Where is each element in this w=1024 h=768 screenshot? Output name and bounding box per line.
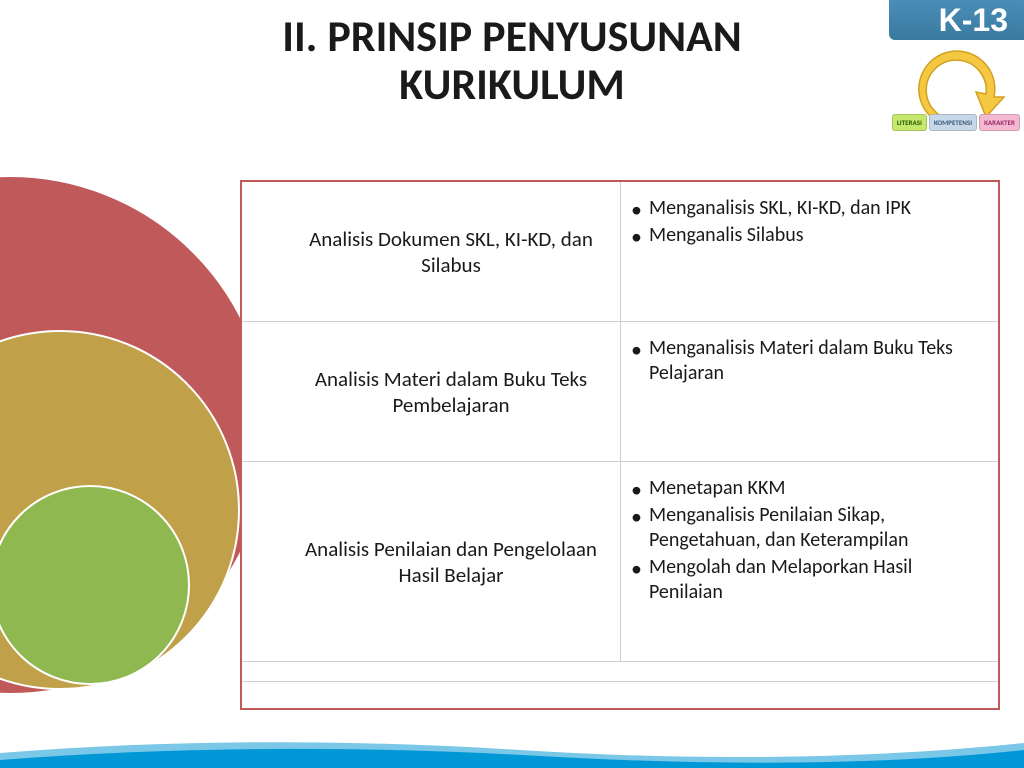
title-line-2: KURIKULUM (0, 60, 1024, 108)
logo-tag: KOMPETENSI (929, 114, 977, 131)
bottom-swoosh-decoration (0, 728, 1024, 768)
diagram-row: Analisis Dokumen SKL, KI-KD, dan Silabus… (242, 182, 998, 322)
bullet-item: Menganalis Silabus (631, 223, 984, 248)
title-line-1: II. PRINSIP PENYUSUNAN (0, 12, 1024, 60)
diagram-row: Analisis Materi dalam Buku Teks Pembelaj… (242, 322, 998, 462)
diagram-row: Analisis Penilaian dan Pengelolaan Hasil… (242, 462, 998, 662)
row-heading: Analisis Materi dalam Buku Teks Pembelaj… (242, 322, 620, 461)
k13-badge-text: K-13 (939, 2, 1008, 39)
row-heading: Analisis Dokumen SKL, KI-KD, dan Silabus (242, 182, 620, 321)
spacer-row (242, 682, 998, 702)
row-bullets: Menetapan KKMMenganalisis Penilaian Sika… (620, 462, 998, 661)
diagram-container: Analisis Dokumen SKL, KI-KD, dan Silabus… (20, 180, 1000, 710)
bullet-item: Menganalisis Materi dalam Buku Teks Pela… (631, 336, 984, 386)
bullet-item: Menganalisis Penilaian Sikap, Pengetahua… (631, 503, 984, 553)
logo-tags: LITERASIKOMPETENSIKARAKTER (892, 114, 1020, 131)
row-bullets: Menganalisis SKL, KI-KD, dan IPKMenganal… (620, 182, 998, 321)
slide-title: II. PRINSIP PENYUSUNAN KURIKULUM (0, 0, 1024, 109)
bullet-item: Menganalisis SKL, KI-KD, dan IPK (631, 196, 984, 221)
content-table: Analisis Dokumen SKL, KI-KD, dan Silabus… (240, 180, 1000, 710)
spacer-row (242, 662, 998, 682)
logo-tag: KARAKTER (979, 114, 1020, 131)
bullet-item: Menetapan KKM (631, 476, 984, 501)
bullet-item: Mengolah dan Melaporkan Hasil Penilaian (631, 555, 984, 605)
row-heading: Analisis Penilaian dan Pengelolaan Hasil… (242, 462, 620, 661)
row-bullets: Menganalisis Materi dalam Buku Teks Pela… (620, 322, 998, 461)
logo-tag: LITERASI (892, 114, 927, 131)
k13-logo: K-13 LITERASIKOMPETENSIKARAKTER (889, 0, 1024, 160)
